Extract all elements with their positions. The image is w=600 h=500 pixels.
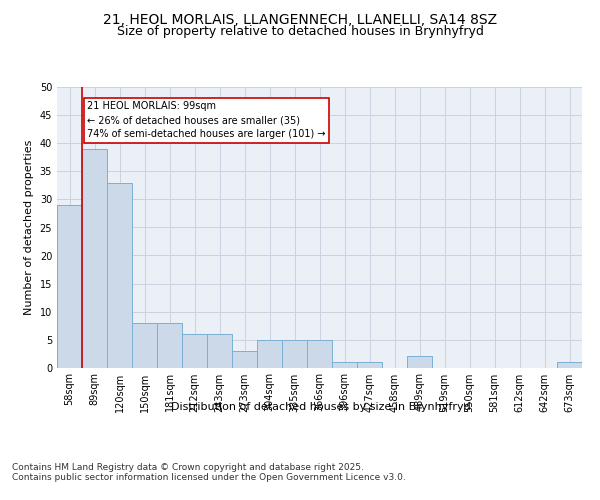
Bar (132, 322, 157, 368)
Bar (157, 322, 182, 368)
Bar (82, 149, 107, 368)
Text: Distribution of detached houses by size in Brynhyfryd: Distribution of detached houses by size … (171, 402, 471, 412)
Bar (557, 362, 582, 368)
Bar (57, 205, 82, 368)
Text: Contains HM Land Registry data © Crown copyright and database right 2025.
Contai: Contains HM Land Registry data © Crown c… (12, 462, 406, 482)
Bar (332, 362, 357, 368)
Bar (232, 350, 257, 368)
Bar (407, 356, 432, 368)
Bar (257, 340, 282, 367)
Bar (207, 334, 232, 368)
Text: Size of property relative to detached houses in Brynhyfryd: Size of property relative to detached ho… (116, 25, 484, 38)
Text: 21 HEOL MORLAIS: 99sqm
← 26% of detached houses are smaller (35)
74% of semi-det: 21 HEOL MORLAIS: 99sqm ← 26% of detached… (87, 102, 325, 140)
Bar (107, 182, 132, 368)
Bar (282, 340, 307, 367)
Bar (307, 340, 332, 367)
Y-axis label: Number of detached properties: Number of detached properties (24, 140, 34, 315)
Bar (357, 362, 382, 368)
Bar (182, 334, 207, 368)
Text: 21, HEOL MORLAIS, LLANGENNECH, LLANELLI, SA14 8SZ: 21, HEOL MORLAIS, LLANGENNECH, LLANELLI,… (103, 12, 497, 26)
